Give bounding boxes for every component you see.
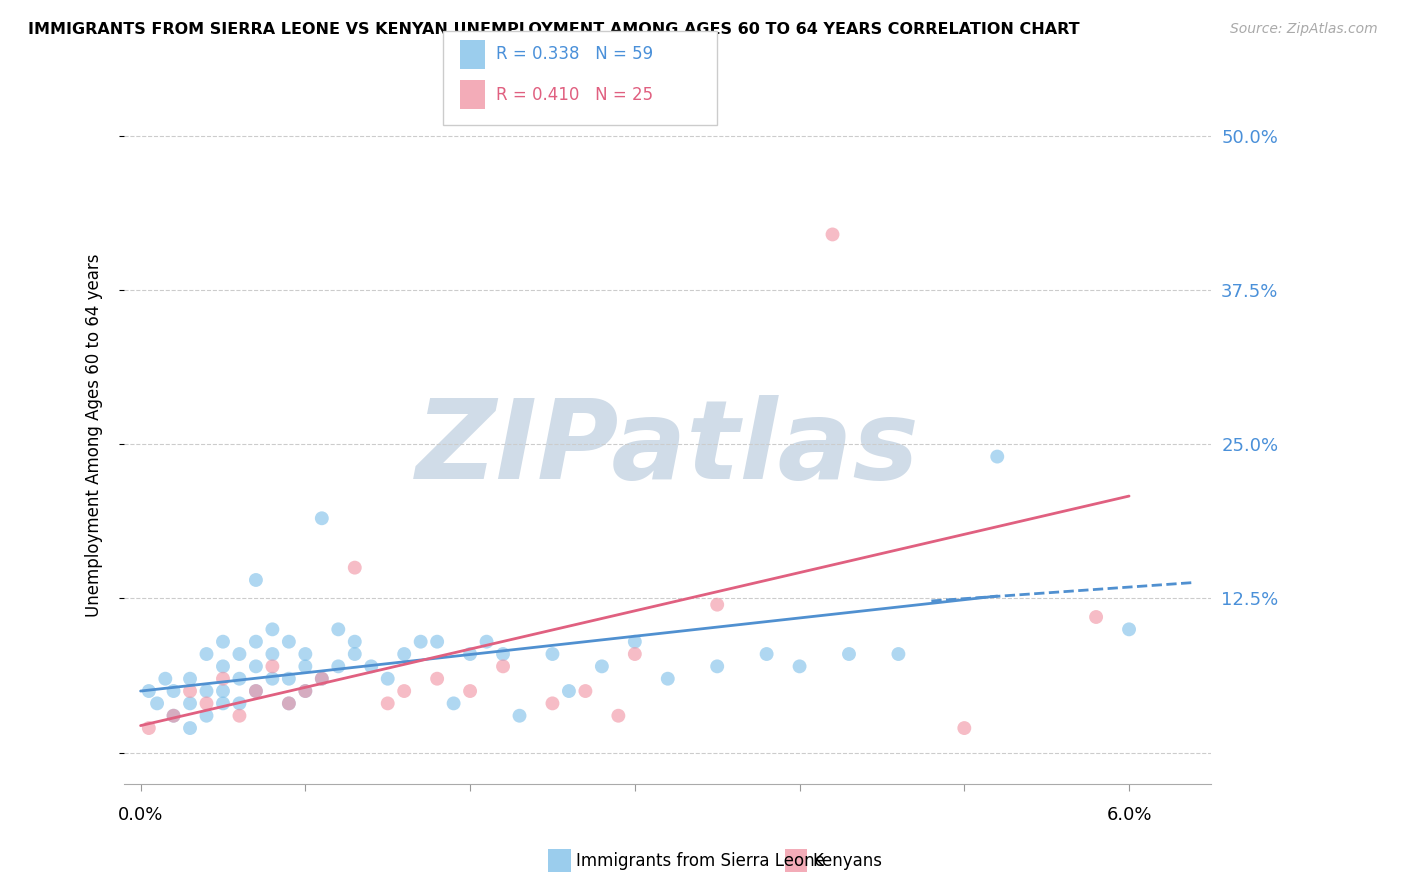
Point (195, 697, 218, 711)
Point (311, 672, 333, 686)
Point (228, 647, 250, 661)
Point (277, 672, 299, 686)
Point (328, 659, 350, 673)
Point (458, 684, 481, 698)
Point (212, 697, 235, 711)
Point (328, 623, 350, 637)
Point (277, 697, 299, 711)
Point (392, 647, 415, 661)
Point (624, 647, 647, 661)
Point (409, 634, 432, 648)
Point (228, 672, 250, 686)
Point (245, 684, 267, 698)
Point (541, 697, 564, 711)
Point (294, 659, 316, 673)
Point (146, 697, 169, 711)
Point (360, 659, 382, 673)
Text: R = 0.410   N = 25: R = 0.410 N = 25 (496, 86, 654, 103)
Point (162, 684, 184, 698)
Point (228, 708, 250, 723)
Point (443, 697, 465, 711)
Text: ZIPatlas: ZIPatlas (416, 395, 920, 502)
Point (755, 647, 778, 661)
Point (706, 598, 728, 612)
Point (277, 634, 299, 648)
Point (311, 511, 333, 525)
Text: IMMIGRANTS FROM SIERRA LEONE VS KENYAN UNEMPLOYMENT AMONG AGES 60 TO 64 YEARS CO: IMMIGRANTS FROM SIERRA LEONE VS KENYAN U… (28, 22, 1080, 37)
Text: Immigrants from Sierra Leone: Immigrants from Sierra Leone (576, 852, 825, 870)
Point (426, 672, 449, 686)
Point (195, 684, 218, 698)
Point (155, 672, 177, 686)
Point (624, 634, 647, 648)
Point (212, 634, 235, 648)
Point (262, 647, 284, 661)
Y-axis label: Unemployment Among Ages 60 to 64 years: Unemployment Among Ages 60 to 64 years (86, 253, 103, 616)
Point (558, 684, 581, 698)
Point (887, 647, 910, 661)
Point (574, 684, 596, 698)
Point (508, 708, 530, 723)
Point (262, 623, 284, 637)
Point (212, 659, 235, 673)
Point (343, 647, 366, 661)
Point (607, 708, 630, 723)
Point (1085, 610, 1108, 624)
Point (1118, 623, 1140, 637)
Point (426, 634, 449, 648)
Point (343, 634, 366, 648)
Point (277, 697, 299, 711)
Point (212, 684, 235, 698)
Point (262, 659, 284, 673)
Text: Kenyans: Kenyans (813, 852, 883, 870)
Point (195, 647, 218, 661)
Point (541, 647, 564, 661)
Point (392, 684, 415, 698)
Point (179, 684, 201, 698)
Point (294, 684, 316, 698)
Point (212, 672, 235, 686)
Point (706, 659, 728, 673)
Point (138, 684, 160, 698)
Point (458, 647, 481, 661)
Point (591, 659, 613, 673)
Point (953, 721, 976, 735)
Point (377, 672, 399, 686)
Point (179, 672, 201, 686)
Text: 0.0%: 0.0% (118, 805, 163, 824)
Point (986, 450, 1008, 464)
Point (228, 697, 250, 711)
Point (179, 721, 201, 735)
Point (475, 634, 498, 648)
Point (377, 697, 399, 711)
Point (245, 659, 267, 673)
Point (311, 672, 333, 686)
Point (838, 647, 860, 661)
Point (262, 672, 284, 686)
Point (492, 647, 515, 661)
Point (245, 684, 267, 698)
Text: 6.0%: 6.0% (1107, 805, 1152, 824)
Point (245, 634, 267, 648)
Point (162, 708, 184, 723)
Point (138, 721, 160, 735)
Point (294, 684, 316, 698)
Point (492, 659, 515, 673)
Point (789, 659, 811, 673)
Point (343, 560, 366, 574)
Text: Source: ZipAtlas.com: Source: ZipAtlas.com (1230, 22, 1378, 37)
Point (657, 672, 679, 686)
Point (821, 227, 844, 242)
Point (245, 573, 267, 587)
Point (179, 697, 201, 711)
Point (294, 647, 316, 661)
Point (195, 708, 218, 723)
Point (162, 708, 184, 723)
Text: R = 0.338   N = 59: R = 0.338 N = 59 (496, 45, 654, 63)
